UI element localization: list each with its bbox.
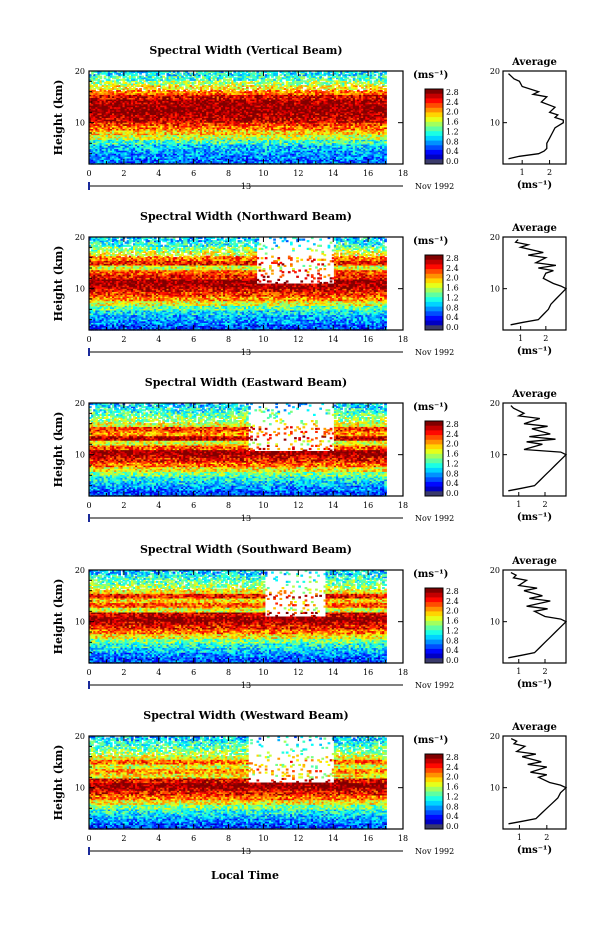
heatmap-cells [89, 71, 387, 165]
panel-title: Spectral Width (Vertical Beam) [149, 44, 342, 57]
panel-0: Spectral Width (Vertical Beam)0 2 4 6 8 10 12 1… [52, 44, 566, 191]
figure: Spectral Width (Vertical Beam)0 2 4 6 8 10 12 1… [0, 0, 616, 929]
